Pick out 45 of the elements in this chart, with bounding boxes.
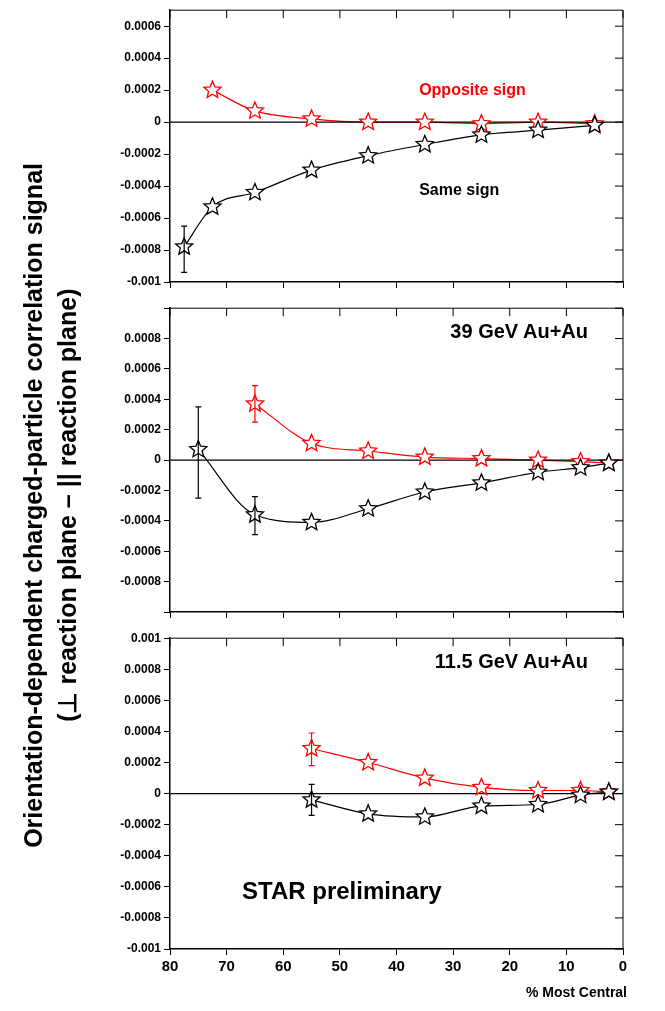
series-label: Opposite sign <box>419 81 526 99</box>
y-tick-label: 0.0004 <box>124 723 162 738</box>
y-tick-label: 0 <box>154 452 162 467</box>
y-tick-label: -0.0006 <box>120 210 162 225</box>
y-tick-label: -0.0008 <box>120 242 162 257</box>
annotation: STAR preliminary <box>242 877 443 904</box>
y-tick-label: 0.0006 <box>124 361 162 376</box>
x-tick-label: 10 <box>558 957 575 975</box>
y-tick-label: 0 <box>154 114 162 129</box>
y-tick-label: -0.0002 <box>120 482 162 497</box>
text: 11.5 GeV Au+Au <box>434 650 588 673</box>
y-tick-label: -0.0004 <box>120 513 162 528</box>
x-tick-label: 0 <box>618 957 628 975</box>
y-tick-label: -0.0008 <box>120 573 162 588</box>
y-tick-label: -0.0002 <box>120 816 162 831</box>
y-tick-label: 0.0006 <box>124 692 162 707</box>
x-tick-label: 40 <box>388 957 405 975</box>
y-tick-label: -0.0006 <box>120 879 162 894</box>
x-tick-label: 30 <box>444 957 462 975</box>
x-tick-label: 80 <box>161 957 179 975</box>
y-tick-label: 0.0008 <box>124 661 162 676</box>
x-tick-label: 50 <box>331 957 349 975</box>
y-axis-title: Orientation-dependent charged-particle correlation signal (⊥ reaction plane – || reaction plane) <box>18 163 82 848</box>
series-label: Same sign <box>419 181 500 199</box>
x-axis-title: % Most Central <box>525 984 627 1000</box>
text: 39 GeV Au+Au <box>450 320 588 343</box>
y-tick-label: -0.0004 <box>120 848 162 863</box>
y-tick-label: -0.001 <box>126 941 162 956</box>
y-tick-label: 0.001 <box>130 630 162 645</box>
y-tick-label: -0.0002 <box>120 146 162 161</box>
y-tick-label: 0.0002 <box>124 422 162 437</box>
y-tick-label: -0.0004 <box>120 178 162 193</box>
y-tick-label: 0 <box>154 785 162 800</box>
y-tick-label: 0.0004 <box>124 50 162 65</box>
y-tick-label: 0.0004 <box>124 391 162 406</box>
x-tick-label: 70 <box>218 957 235 975</box>
y-tick-label: -0.001 <box>126 274 162 289</box>
x-tick-label: 60 <box>274 957 292 975</box>
y-tick-label: 0.0002 <box>124 82 162 97</box>
y-tick-label: 0.0006 <box>124 18 162 33</box>
y-tick-label: -0.0008 <box>120 910 162 925</box>
x-tick-label: 20 <box>501 957 519 975</box>
y-tick-label: 0.0002 <box>124 754 162 769</box>
y-tick-label: -0.0006 <box>120 543 162 558</box>
y-tick-label: 0.0008 <box>124 330 162 345</box>
